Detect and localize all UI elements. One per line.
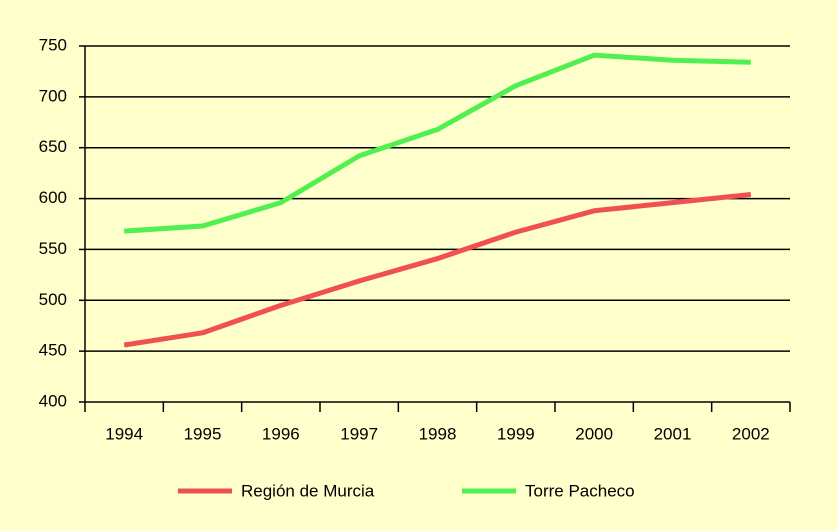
legend-label: Torre Pacheco	[525, 481, 635, 500]
x-tick-label: 2002	[732, 424, 770, 443]
y-tick-label: 750	[39, 35, 67, 54]
y-tick-label: 600	[39, 188, 67, 207]
x-tick-label: 2001	[654, 424, 692, 443]
x-tick-label: 1995	[184, 424, 222, 443]
legend-label: Región de Murcia	[241, 481, 375, 500]
series-line	[124, 52, 751, 234]
y-tick-label: 700	[39, 86, 67, 105]
x-tick-label: 1994	[105, 424, 143, 443]
series-line	[123, 192, 752, 348]
y-tick-label: 500	[39, 290, 67, 309]
y-tick-label: 650	[39, 137, 67, 156]
x-tick-label: 1996	[262, 424, 300, 443]
y-tick-label: 450	[39, 341, 67, 360]
x-tick-label: 1998	[419, 424, 457, 443]
x-tick-label: 2000	[575, 424, 613, 443]
y-tick-label: 400	[39, 391, 67, 410]
x-tick-label: 1997	[340, 424, 378, 443]
x-tick-label: 1999	[497, 424, 535, 443]
y-tick-label: 550	[39, 239, 67, 258]
